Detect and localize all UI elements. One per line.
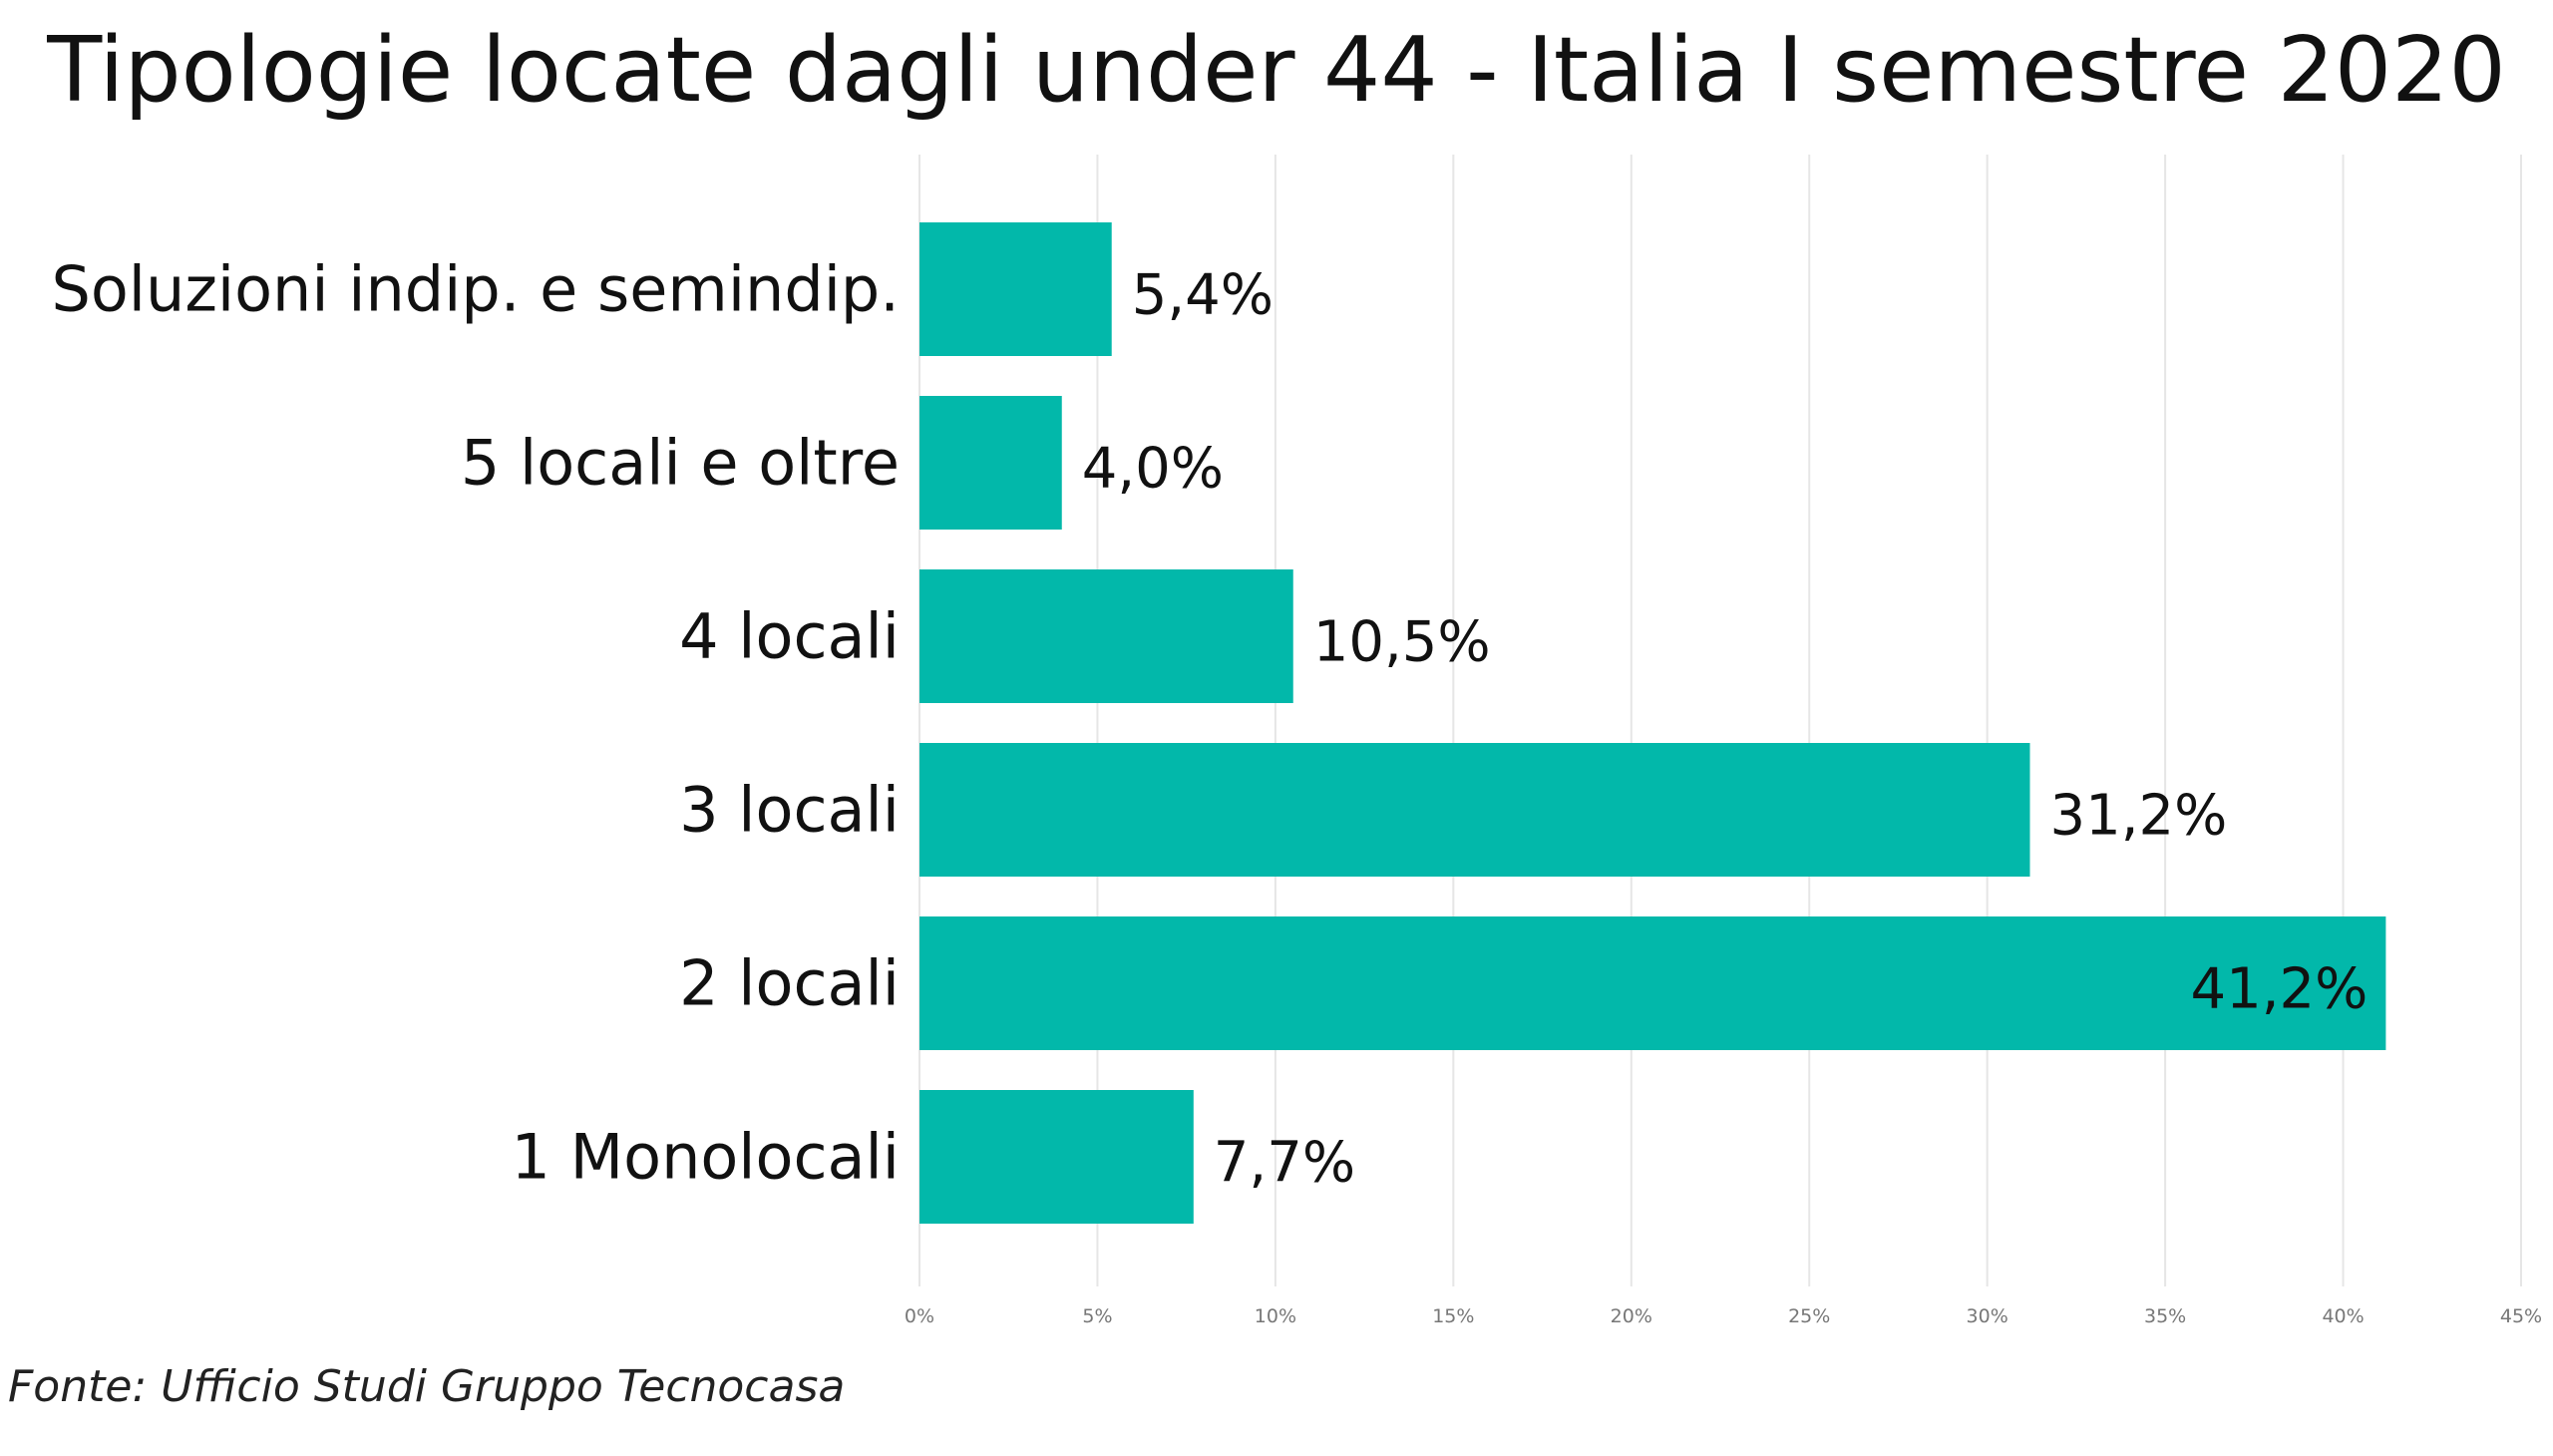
bar	[919, 222, 1112, 356]
x-tick-label: 15%	[1432, 1305, 1474, 1327]
x-tick-label: 10%	[1255, 1305, 1296, 1327]
x-tick-label: 40%	[2322, 1305, 2364, 1327]
category-label: 4 locali	[679, 600, 900, 673]
category-label: Soluzioni indip. e semindip.	[52, 253, 900, 326]
category-label: 1 Monolocali	[512, 1121, 901, 1194]
x-tick-label: 20%	[1611, 1305, 1652, 1327]
data-label: 7,7%	[1214, 1131, 1355, 1196]
category-label: 2 locali	[679, 947, 900, 1020]
source-note: Fonte: Ufficio Studi Gruppo Tecnocasa	[8, 1361, 846, 1412]
x-tick-label: 35%	[2144, 1305, 2186, 1327]
x-tick-label: 5%	[1082, 1305, 1112, 1327]
x-tick-label: 30%	[1967, 1305, 2008, 1327]
data-labels: 5,4% 4,0% 10,5% 31,2% 41,2% 7,7%	[1082, 263, 2369, 1196]
bar	[919, 1090, 1194, 1224]
x-tick-label: 45%	[2500, 1305, 2542, 1327]
category-labels: Soluzioni indip. e semindip. 5 locali e o…	[52, 253, 900, 1194]
x-tick-label: 0%	[905, 1305, 934, 1327]
data-label: 31,2%	[2049, 784, 2227, 849]
data-label: 4,0%	[1082, 437, 1224, 502]
bars	[919, 222, 2386, 1224]
bar	[919, 743, 2030, 877]
gridlines	[918, 155, 2522, 1286]
category-label: 5 locali e oltre	[461, 427, 900, 500]
bar	[919, 916, 2386, 1050]
data-label: 5,4%	[1132, 263, 1274, 328]
x-tick-label: 25%	[1788, 1305, 1830, 1327]
data-label: 10,5%	[1313, 610, 1491, 675]
bar	[919, 396, 1062, 530]
bar	[919, 569, 1293, 703]
data-label: 41,2%	[2190, 957, 2368, 1022]
chart-title: Tipologie locate dagli under 44 - Italia…	[47, 18, 2506, 123]
x-axis-ticks: 0% 5% 10% 15% 20% 25% 30% 35% 40% 45%	[905, 1305, 2542, 1327]
category-label: 3 locali	[679, 774, 900, 847]
